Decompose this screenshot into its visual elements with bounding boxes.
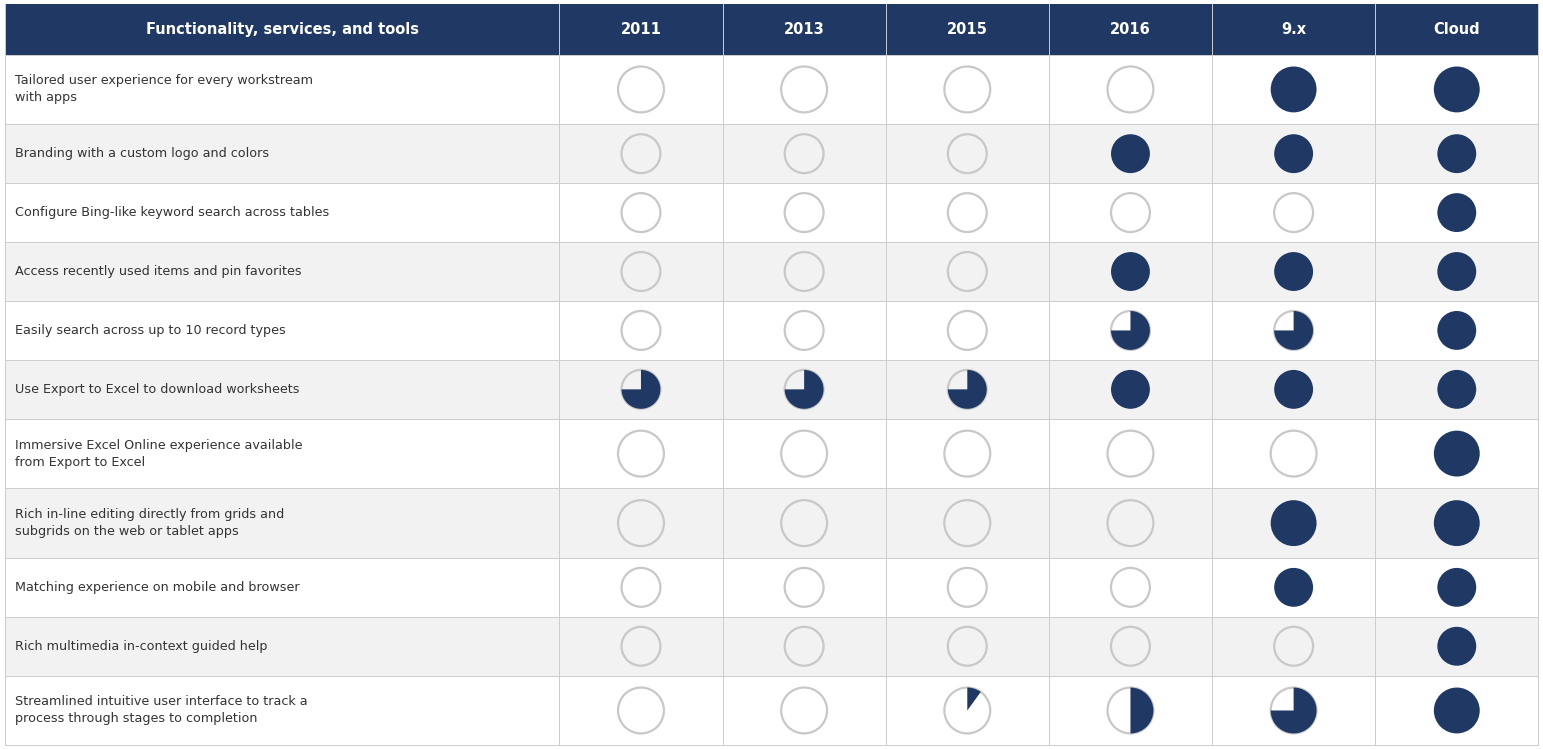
Text: Use Export to Excel to download worksheets: Use Export to Excel to download workshee…	[14, 383, 299, 396]
Circle shape	[1438, 252, 1477, 291]
Text: Cloud: Cloud	[1433, 22, 1480, 37]
Bar	[5, 558, 1538, 617]
Circle shape	[1111, 134, 1150, 173]
Circle shape	[1271, 67, 1316, 112]
Circle shape	[1275, 568, 1313, 607]
Circle shape	[1438, 627, 1477, 666]
Text: Tailored user experience for every workstream
with apps: Tailored user experience for every works…	[14, 74, 313, 104]
Text: 2011: 2011	[620, 22, 662, 37]
Bar	[5, 124, 1538, 183]
Wedge shape	[1271, 688, 1316, 733]
Circle shape	[1433, 431, 1480, 476]
Bar	[5, 488, 1538, 558]
Circle shape	[1438, 311, 1477, 350]
Text: 9.x: 9.x	[1281, 22, 1307, 37]
Bar	[5, 617, 1538, 676]
Circle shape	[1275, 370, 1313, 409]
Text: Matching experience on mobile and browser: Matching experience on mobile and browse…	[14, 580, 299, 594]
Circle shape	[1111, 252, 1150, 291]
Wedge shape	[947, 370, 986, 409]
Text: Functionality, services, and tools: Functionality, services, and tools	[145, 22, 418, 37]
Bar	[5, 301, 1538, 360]
Bar	[5, 419, 1538, 488]
Text: Rich in-line editing directly from grids and
subgrids on the web or tablet apps: Rich in-line editing directly from grids…	[14, 508, 284, 538]
Wedge shape	[785, 370, 824, 409]
Circle shape	[1438, 193, 1477, 232]
Text: 2013: 2013	[784, 22, 824, 37]
Text: 2016: 2016	[1109, 22, 1151, 37]
Circle shape	[1438, 370, 1477, 409]
Circle shape	[1271, 500, 1316, 546]
Circle shape	[1433, 500, 1480, 546]
Bar	[5, 55, 1538, 124]
Circle shape	[1111, 370, 1150, 409]
Text: Access recently used items and pin favorites: Access recently used items and pin favor…	[14, 265, 301, 278]
Bar	[5, 676, 1538, 745]
Circle shape	[1275, 252, 1313, 291]
Circle shape	[1275, 134, 1313, 173]
Text: Easily search across up to 10 record types: Easily search across up to 10 record typ…	[14, 324, 285, 337]
Bar	[5, 4, 1538, 55]
Text: 2015: 2015	[947, 22, 988, 37]
Text: Branding with a custom logo and colors: Branding with a custom logo and colors	[14, 147, 268, 160]
Bar	[5, 242, 1538, 301]
Circle shape	[1438, 568, 1477, 607]
Wedge shape	[1111, 311, 1150, 350]
Wedge shape	[1131, 688, 1154, 733]
Text: Streamlined intuitive user interface to track a
process through stages to comple: Streamlined intuitive user interface to …	[14, 696, 307, 726]
Circle shape	[1438, 134, 1477, 173]
Text: Immersive Excel Online experience available
from Export to Excel: Immersive Excel Online experience availa…	[14, 439, 302, 469]
Wedge shape	[622, 370, 660, 409]
Wedge shape	[1275, 311, 1313, 350]
Wedge shape	[967, 688, 981, 711]
Text: Configure Bing-like keyword search across tables: Configure Bing-like keyword search acros…	[14, 206, 329, 219]
Text: Rich multimedia in-context guided help: Rich multimedia in-context guided help	[14, 640, 267, 653]
Bar	[5, 360, 1538, 419]
Bar	[5, 183, 1538, 242]
Circle shape	[1433, 688, 1480, 733]
Circle shape	[1433, 67, 1480, 112]
